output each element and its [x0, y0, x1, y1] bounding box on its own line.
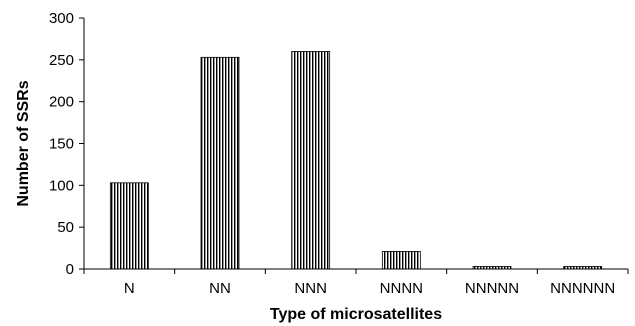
y-ticks-group: 0 50 100 150 200 250 300 — [49, 10, 84, 278]
bar-NNNN — [381, 251, 421, 270]
bar-NN — [200, 56, 240, 270]
bars-group — [109, 51, 603, 270]
bar-NNN — [291, 51, 331, 270]
y-tick-label: 100 — [49, 177, 74, 194]
x-tick-label: NN — [209, 280, 231, 297]
y-tick-label: 300 — [49, 10, 74, 27]
y-tick-label: 50 — [57, 219, 74, 236]
x-tick-label: N — [124, 280, 135, 297]
y-tick-label: 200 — [49, 94, 74, 111]
x-tick-label: NNNNN — [465, 280, 519, 297]
y-tick-label: 250 — [49, 52, 74, 69]
y-axis-title: Number of SSRs — [15, 80, 32, 206]
x-tick-label: NNNNNN — [550, 280, 615, 297]
x-tick-label: NNNN — [380, 280, 423, 297]
y-tick-label: 0 — [66, 261, 74, 278]
x-axis-title: Type of microsatellites — [270, 306, 442, 323]
x-tick-label: NNN — [294, 280, 327, 297]
axes-group — [83, 18, 628, 270]
y-tick-label: 150 — [49, 136, 74, 153]
x-ticks-group: N NN NNN NNNN NNNNN NNNNNN — [83, 269, 629, 297]
bar-N — [109, 182, 149, 270]
